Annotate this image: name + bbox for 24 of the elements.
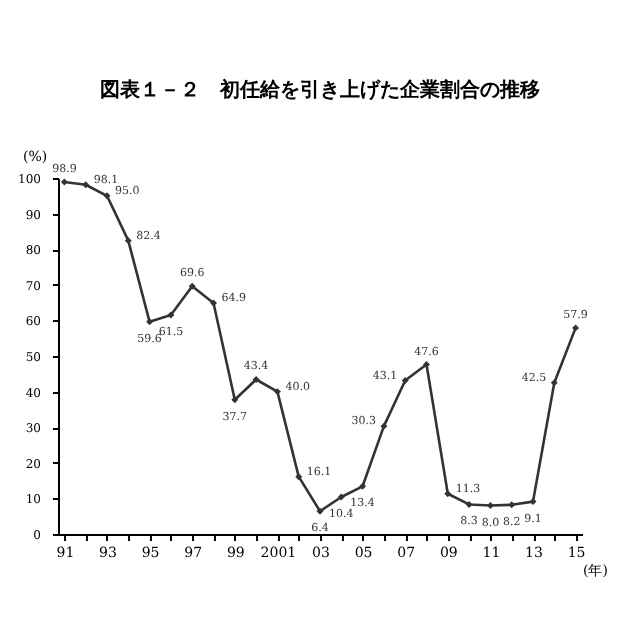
point <box>188 282 196 290</box>
point <box>401 377 409 385</box>
point <box>273 388 281 396</box>
point <box>252 376 260 383</box>
point <box>146 318 154 326</box>
point <box>423 361 430 369</box>
point <box>167 311 175 319</box>
point <box>359 482 367 490</box>
point <box>529 498 537 506</box>
point <box>231 396 239 404</box>
point <box>60 178 68 186</box>
point <box>337 493 345 501</box>
point <box>444 490 452 498</box>
point <box>486 502 494 509</box>
point <box>550 379 558 387</box>
point <box>124 237 132 245</box>
point <box>210 299 217 307</box>
point <box>380 422 388 430</box>
point <box>316 507 324 515</box>
point <box>82 181 90 189</box>
chart-title: 図表１－２ 初任給を引き上げた企業割合の推移 <box>100 78 540 102</box>
point <box>103 192 111 200</box>
point <box>465 500 473 508</box>
point <box>295 473 303 481</box>
